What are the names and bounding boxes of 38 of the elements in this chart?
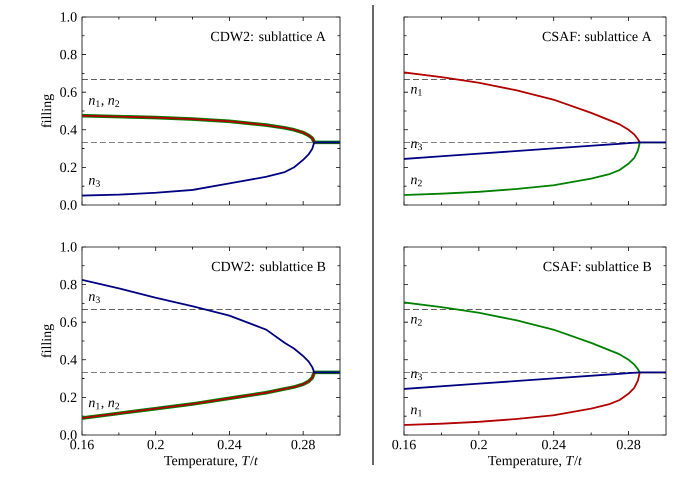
x-axis-title: Temperature, T/t — [488, 456, 582, 468]
x-tick-label: 0.24 — [218, 440, 242, 450]
annotation: n$_{3}$ — [88, 178, 100, 187]
annotation: n$_{2}$ — [410, 316, 422, 326]
x-tick-label: 0.28 — [616, 440, 640, 450]
text: CDW2: sublattice B — [212, 261, 326, 272]
x-tick-label: 0.2 — [470, 440, 487, 450]
y-tick-label: 0.6 — [60, 87, 77, 97]
y-tick-label: 0.0 — [60, 430, 77, 440]
x-tick-label: 0.24 — [542, 440, 566, 450]
x-tick-label: 0.16 — [70, 440, 94, 450]
annotation: n$_{1}$, n$_{2}$ — [88, 400, 120, 410]
x-axis-title: Temperature, T/t — [164, 456, 258, 468]
y-tick-label: 0.4 — [60, 355, 77, 365]
annotation: n$_{3}$ — [410, 371, 422, 380]
x-tick-label: 0.28 — [291, 440, 315, 450]
y-axis-title: filling — [41, 94, 54, 128]
annotation: n$_{3}$ — [410, 141, 422, 150]
annotation: n$_{1}$ — [410, 407, 422, 416]
x-tick-label: 0.16 — [392, 440, 416, 450]
y-tick-label: 0.2 — [60, 162, 76, 172]
annotation: n$_{3}$ — [88, 294, 100, 304]
y-tick-label: 0.8 — [60, 50, 77, 60]
y-tick-label: 1.0 — [60, 12, 77, 22]
annotation: n$_{1}$, n$_{2}$ — [88, 98, 120, 107]
y-tick-label: 1.0 — [60, 242, 77, 252]
text: CSAF: sublattice B — [543, 261, 652, 272]
annotation: n$_{1}$ — [410, 86, 422, 96]
y-tick-label: 0.2 — [60, 392, 76, 402]
annotation: n$_{2}$ — [410, 177, 422, 186]
y-tick-label: 0.4 — [60, 125, 77, 135]
text: CSAF: sublattice A — [542, 31, 652, 42]
y-tick-label: 0.6 — [60, 317, 77, 327]
x-tick-label: 0.2 — [148, 440, 164, 450]
y-tick-label: 0.0 — [60, 200, 77, 210]
y-tick-label: 0.8 — [60, 280, 77, 290]
y-axis-title: filling — [41, 324, 54, 358]
text: CDW2: sublattice A — [211, 31, 326, 42]
